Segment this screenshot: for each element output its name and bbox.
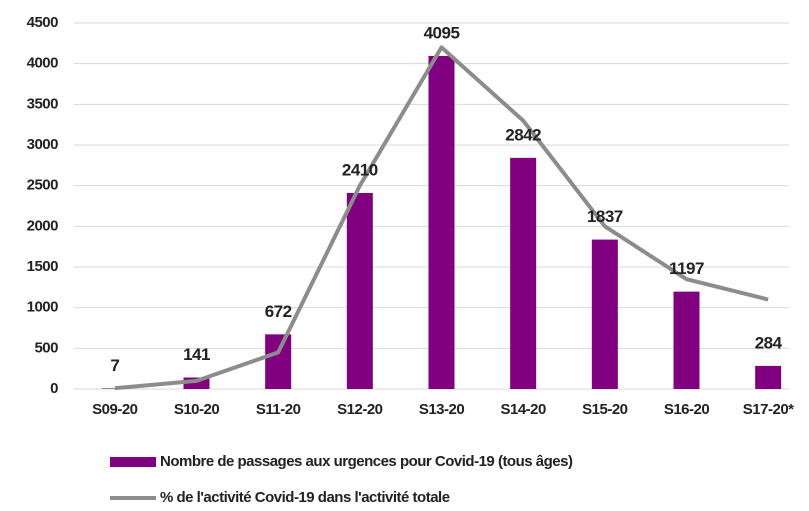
data-label: 4095: [424, 23, 460, 42]
y-tick-label: 2500: [27, 177, 59, 194]
data-label: 2842: [505, 125, 541, 144]
x-tick-label: S09-20: [92, 401, 138, 418]
bar: [510, 157, 537, 389]
x-tick-label: S16-20: [664, 401, 710, 418]
line: [114, 45, 769, 391]
y-tick-label: 1000: [27, 299, 59, 316]
data-label: 1197: [669, 259, 704, 278]
x-tick-label: S11-20: [256, 401, 301, 418]
legend-swatch: [110, 457, 156, 467]
x-tick-label: S14-20: [500, 401, 546, 418]
bar: [673, 291, 700, 389]
bar: [346, 192, 373, 389]
x-tick-label: S12-20: [337, 401, 383, 418]
y-tick-label: 2000: [27, 217, 59, 234]
x-tick-label: S15-20: [582, 401, 628, 418]
data-label: 2410: [342, 160, 378, 179]
x-tick-label: S13-20: [419, 401, 465, 418]
bar: [101, 388, 128, 389]
y-tick-label: 3000: [27, 136, 59, 153]
bar: [428, 55, 455, 389]
y-tick-label: 1500: [27, 258, 59, 275]
data-label: 7: [110, 356, 119, 375]
bar: [591, 239, 618, 389]
bar: [183, 377, 210, 389]
data-label: 1837: [587, 207, 623, 226]
legend-label: Nombre de passages aux urgences pour Cov…: [160, 453, 573, 470]
y-tick-label: 3500: [27, 95, 59, 112]
y-tick-label: 0: [50, 380, 58, 397]
x-tick-label: S17-20*: [743, 401, 794, 418]
x-tick-label: S10-20: [174, 401, 220, 418]
data-label: 284: [755, 333, 783, 352]
y-tick-label: 4500: [27, 14, 59, 31]
bar: [755, 365, 782, 389]
y-tick-label: 500: [34, 339, 58, 356]
bar: [265, 334, 292, 389]
legend-label: % de l'activité Covid-19 dans l'activité…: [160, 489, 450, 506]
y-tick-label: 4000: [27, 55, 59, 72]
data-label: 672: [265, 302, 292, 321]
data-label: 141: [183, 345, 210, 364]
